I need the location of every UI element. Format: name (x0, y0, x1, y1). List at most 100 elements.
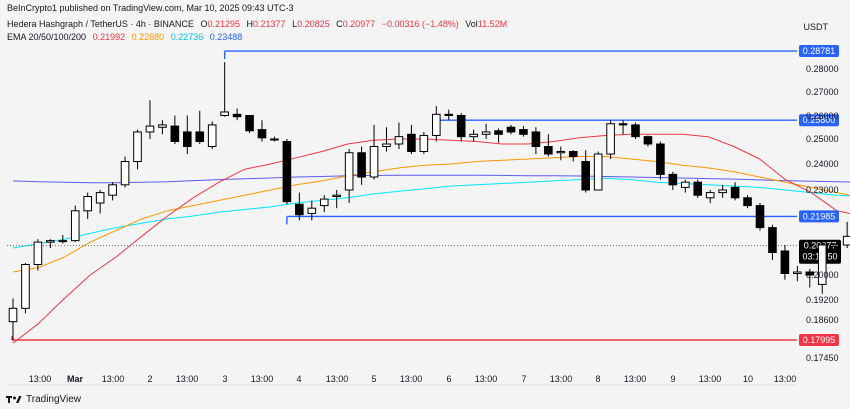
candle-body-8 (108, 184, 117, 196)
ema200-line (12, 174, 850, 184)
ema200-value: 0.23488 (209, 32, 243, 42)
y-tick-label-7: 0.19200 (806, 295, 839, 305)
candle-body-27 (344, 152, 354, 191)
x-tick-label-15: 8 (595, 374, 600, 384)
x-tick-label-11: 6 (446, 374, 451, 384)
ema100-value: 0.22736 (170, 32, 204, 42)
candle-body-29 (369, 146, 379, 178)
candle-body-31 (394, 136, 404, 145)
candle-body-10 (133, 131, 142, 162)
candle-body-37 (469, 133, 478, 138)
candle-body-54 (681, 181, 690, 188)
level-label-1: 0.25800 (803, 115, 836, 125)
ema100-line (12, 177, 850, 249)
candle-body-59 (743, 197, 752, 207)
candle-body-6 (83, 196, 93, 212)
candle-body-35 (444, 113, 454, 116)
candle-body-44 (556, 151, 566, 154)
candle-body-56 (705, 192, 715, 199)
x-tick-label-16: 13:00 (624, 374, 647, 384)
candle-body-14 (183, 131, 192, 147)
x-tick-label-8: 13:00 (326, 374, 349, 384)
candle-body-40 (506, 126, 516, 133)
currency-label[interactable]: USDT (803, 22, 829, 32)
candle-body-62 (780, 250, 790, 274)
volume-label: Vol (465, 19, 478, 29)
y-tick-label-3: 0.25000 (806, 134, 839, 144)
x-tick-label-7: 4 (296, 374, 301, 384)
candle-body-5 (70, 210, 80, 242)
candle-body-52 (656, 143, 665, 175)
candle-body-20 (257, 129, 267, 139)
candle-body-21 (270, 138, 279, 141)
ohlc-high-label: H (246, 19, 254, 29)
candle-body-48 (606, 123, 615, 155)
candle-body-3 (46, 240, 55, 243)
candle-body-36 (456, 115, 466, 138)
candle-body-1 (21, 264, 30, 309)
ohlc-high: 0.21377 (253, 19, 286, 29)
candle-body-51 (643, 136, 653, 145)
candle-body-12 (158, 124, 167, 128)
candle-body-58 (730, 186, 740, 199)
y-tick-label-4: 0.24000 (806, 159, 839, 169)
ema-label[interactable]: EMA 20/50/100/200 (7, 32, 87, 42)
candle-body-61 (768, 227, 777, 254)
candle-body-60 (755, 205, 765, 229)
x-tick-label-3: 2 (147, 374, 152, 384)
candle-body-63 (793, 271, 802, 274)
candle-body-15 (195, 131, 205, 142)
candle-body-39 (494, 130, 503, 135)
candle-body-38 (481, 131, 491, 135)
candle-body-49 (618, 123, 628, 126)
candle-body-24 (307, 207, 317, 214)
level-tag-2 (799, 210, 839, 223)
ohlc-low: 0.20825 (297, 19, 330, 29)
y-tick-label-5: 0.23000 (806, 185, 839, 195)
level-label-0: 0.28781 (803, 46, 836, 56)
candle-body-4 (58, 240, 68, 243)
candle-body-30 (382, 143, 391, 147)
x-tick-label-20: 13:00 (774, 374, 797, 384)
candle-body-9 (120, 161, 130, 186)
symbol-title[interactable]: Hedera Hashgraph / TetherUS · 4h · BINAN… (7, 19, 194, 29)
x-tick-label-10: 13:00 (400, 374, 423, 384)
candle-body-0 (8, 307, 18, 323)
ema20-line (12, 133, 850, 344)
x-tick-label-6: 13:00 (251, 374, 274, 384)
y-tick-label-6: 0.20000 (806, 270, 839, 280)
candle-body-46 (581, 161, 591, 191)
level-tag-3 (799, 333, 839, 346)
candle-body-47 (593, 153, 603, 191)
candle-body-32 (407, 133, 416, 153)
candle-body-25 (319, 198, 329, 207)
candle-body-26 (332, 194, 341, 197)
candle-body-28 (357, 152, 366, 178)
candle-body-45 (568, 151, 578, 157)
ema-legend: EMA 20/50/100/200 0.21992 0.22680 0.2273… (7, 32, 242, 42)
x-tick-label-12: 13:00 (475, 374, 498, 384)
x-tick-label-5: 3 (222, 374, 227, 384)
volume-value: 11.52M (477, 19, 508, 29)
candle-body-57 (718, 189, 727, 194)
footer-brand[interactable]: TradingView (26, 394, 82, 405)
candle-body-65 (817, 244, 827, 285)
candle-body-23 (295, 203, 304, 216)
x-tick-label-18: 13:00 (699, 374, 722, 384)
ohlc-close: 0.20977 (342, 19, 376, 29)
level-tag-0 (799, 45, 839, 58)
ema50-value: 0.22680 (131, 32, 165, 42)
x-tick-label-14: 13:00 (550, 374, 573, 384)
x-tick-label-9: 5 (371, 374, 376, 384)
ohlc-open-label: O (200, 19, 208, 29)
ema50-line (12, 156, 850, 273)
candle-body-33 (419, 134, 429, 153)
x-tick-label-4: 13:00 (176, 374, 199, 384)
x-tick-label-13: 7 (521, 374, 526, 384)
candle-body-34 (432, 113, 441, 136)
symbol-ohlc-line: Hedera Hashgraph / TetherUS · 4h · BINAN… (7, 19, 507, 29)
candle-body-42 (531, 131, 541, 147)
x-tick-label-0: 13:00 (29, 374, 52, 384)
